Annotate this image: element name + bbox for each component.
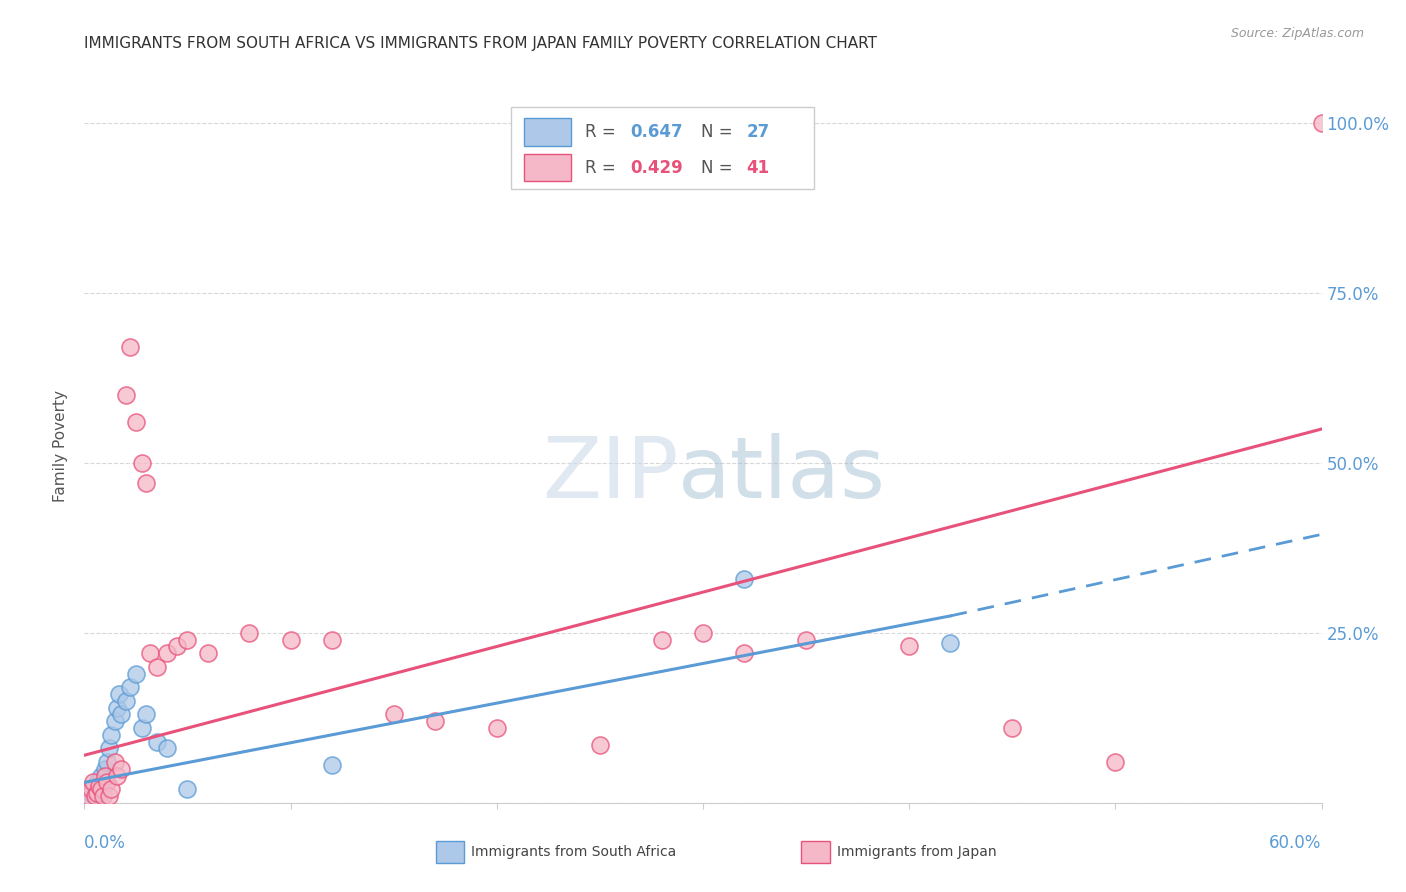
Text: 41: 41 — [747, 159, 769, 177]
Text: R =: R = — [585, 123, 621, 141]
Point — [91, 782, 114, 797]
Point — [589, 738, 612, 752]
Point — [104, 755, 127, 769]
Point — [98, 741, 121, 756]
Point — [100, 782, 122, 797]
Point — [91, 789, 114, 803]
Point — [156, 741, 179, 756]
Point — [794, 632, 817, 647]
Text: Immigrants from South Africa: Immigrants from South Africa — [471, 845, 676, 859]
Point — [423, 714, 446, 729]
Point — [197, 646, 219, 660]
Point — [1001, 721, 1024, 735]
Point — [87, 789, 110, 803]
Point — [100, 728, 122, 742]
Point — [176, 632, 198, 647]
Text: Source: ZipAtlas.com: Source: ZipAtlas.com — [1230, 27, 1364, 40]
Point — [321, 632, 343, 647]
Point — [321, 758, 343, 772]
Text: 60.0%: 60.0% — [1270, 834, 1322, 852]
Point — [87, 779, 110, 793]
Point — [118, 341, 141, 355]
FancyBboxPatch shape — [523, 154, 571, 181]
Text: 27: 27 — [747, 123, 769, 141]
Point — [238, 626, 260, 640]
Point — [382, 707, 405, 722]
Point — [135, 707, 157, 722]
Point — [82, 775, 104, 789]
FancyBboxPatch shape — [523, 119, 571, 145]
Point — [166, 640, 188, 654]
Point — [485, 721, 508, 735]
Text: 0.0%: 0.0% — [84, 834, 127, 852]
Point — [131, 456, 153, 470]
Point — [733, 646, 755, 660]
Text: Immigrants from Japan: Immigrants from Japan — [837, 845, 997, 859]
Point — [114, 694, 136, 708]
Point — [82, 782, 104, 797]
Point — [733, 572, 755, 586]
Point — [125, 666, 148, 681]
Point — [105, 769, 128, 783]
Point — [939, 636, 962, 650]
Point — [83, 789, 105, 803]
Point — [156, 646, 179, 660]
Point — [110, 707, 132, 722]
Point — [1310, 116, 1333, 130]
Text: N =: N = — [700, 159, 737, 177]
Point — [1104, 755, 1126, 769]
Point — [96, 755, 118, 769]
Point — [86, 775, 108, 789]
Text: atlas: atlas — [678, 433, 886, 516]
Point — [90, 769, 112, 783]
Point — [77, 789, 100, 803]
Point — [651, 632, 673, 647]
Point — [79, 786, 101, 800]
Point — [692, 626, 714, 640]
Text: 0.429: 0.429 — [630, 159, 683, 177]
Point — [83, 779, 105, 793]
Text: ZIP: ZIP — [541, 433, 678, 516]
Point — [96, 775, 118, 789]
Point — [94, 762, 117, 776]
Point — [94, 769, 117, 783]
Text: N =: N = — [700, 123, 737, 141]
Point — [145, 660, 167, 674]
Point — [110, 762, 132, 776]
Point — [139, 646, 162, 660]
Text: 0.647: 0.647 — [630, 123, 683, 141]
Point — [105, 700, 128, 714]
Point — [125, 415, 148, 429]
Point — [898, 640, 921, 654]
Point — [90, 782, 112, 797]
Point — [104, 714, 127, 729]
Point — [77, 789, 100, 803]
Point — [176, 782, 198, 797]
Point — [86, 786, 108, 800]
Point — [280, 632, 302, 647]
Y-axis label: Family Poverty: Family Poverty — [53, 390, 69, 502]
Point — [98, 789, 121, 803]
Text: R =: R = — [585, 159, 621, 177]
Point — [131, 721, 153, 735]
Point — [118, 680, 141, 694]
Text: IMMIGRANTS FROM SOUTH AFRICA VS IMMIGRANTS FROM JAPAN FAMILY POVERTY CORRELATION: IMMIGRANTS FROM SOUTH AFRICA VS IMMIGRAN… — [84, 36, 877, 51]
Point — [79, 782, 101, 797]
Point — [135, 476, 157, 491]
Point — [145, 734, 167, 748]
Point — [114, 388, 136, 402]
Point — [108, 687, 131, 701]
FancyBboxPatch shape — [512, 107, 814, 189]
